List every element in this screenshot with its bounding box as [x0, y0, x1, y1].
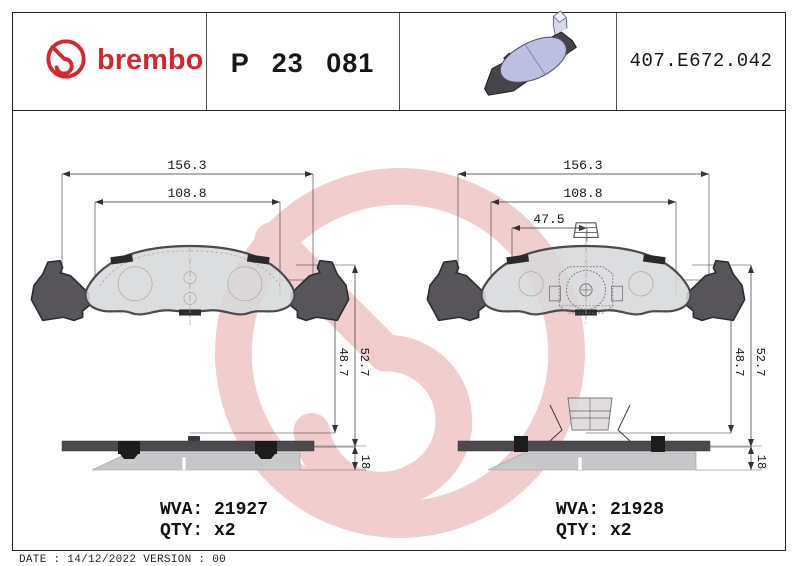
- svg-text:18: 18: [358, 455, 372, 469]
- svg-text:18: 18: [754, 455, 768, 469]
